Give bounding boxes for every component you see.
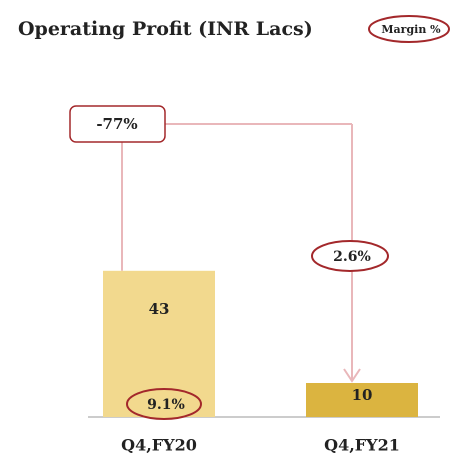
margin-label: 9.1% xyxy=(147,397,185,413)
change-label: -77% xyxy=(96,115,137,133)
arrow-head xyxy=(343,368,361,383)
value-label: 43 xyxy=(149,300,170,318)
x-tick-label: Q4,FY21 xyxy=(324,436,400,455)
change-box xyxy=(69,105,166,143)
value-label: 10 xyxy=(352,386,373,404)
margin-ellipse xyxy=(126,388,202,420)
margin-ellipse xyxy=(311,240,389,272)
legend-ellipse xyxy=(368,15,450,43)
x-tick-label: Q4,FY20 xyxy=(121,436,197,455)
bar xyxy=(306,383,418,417)
margin-label: 2.6% xyxy=(333,249,371,265)
chart-title: Operating Profit (INR Lacs) xyxy=(18,18,313,40)
legend-label: Margin % xyxy=(381,23,441,36)
